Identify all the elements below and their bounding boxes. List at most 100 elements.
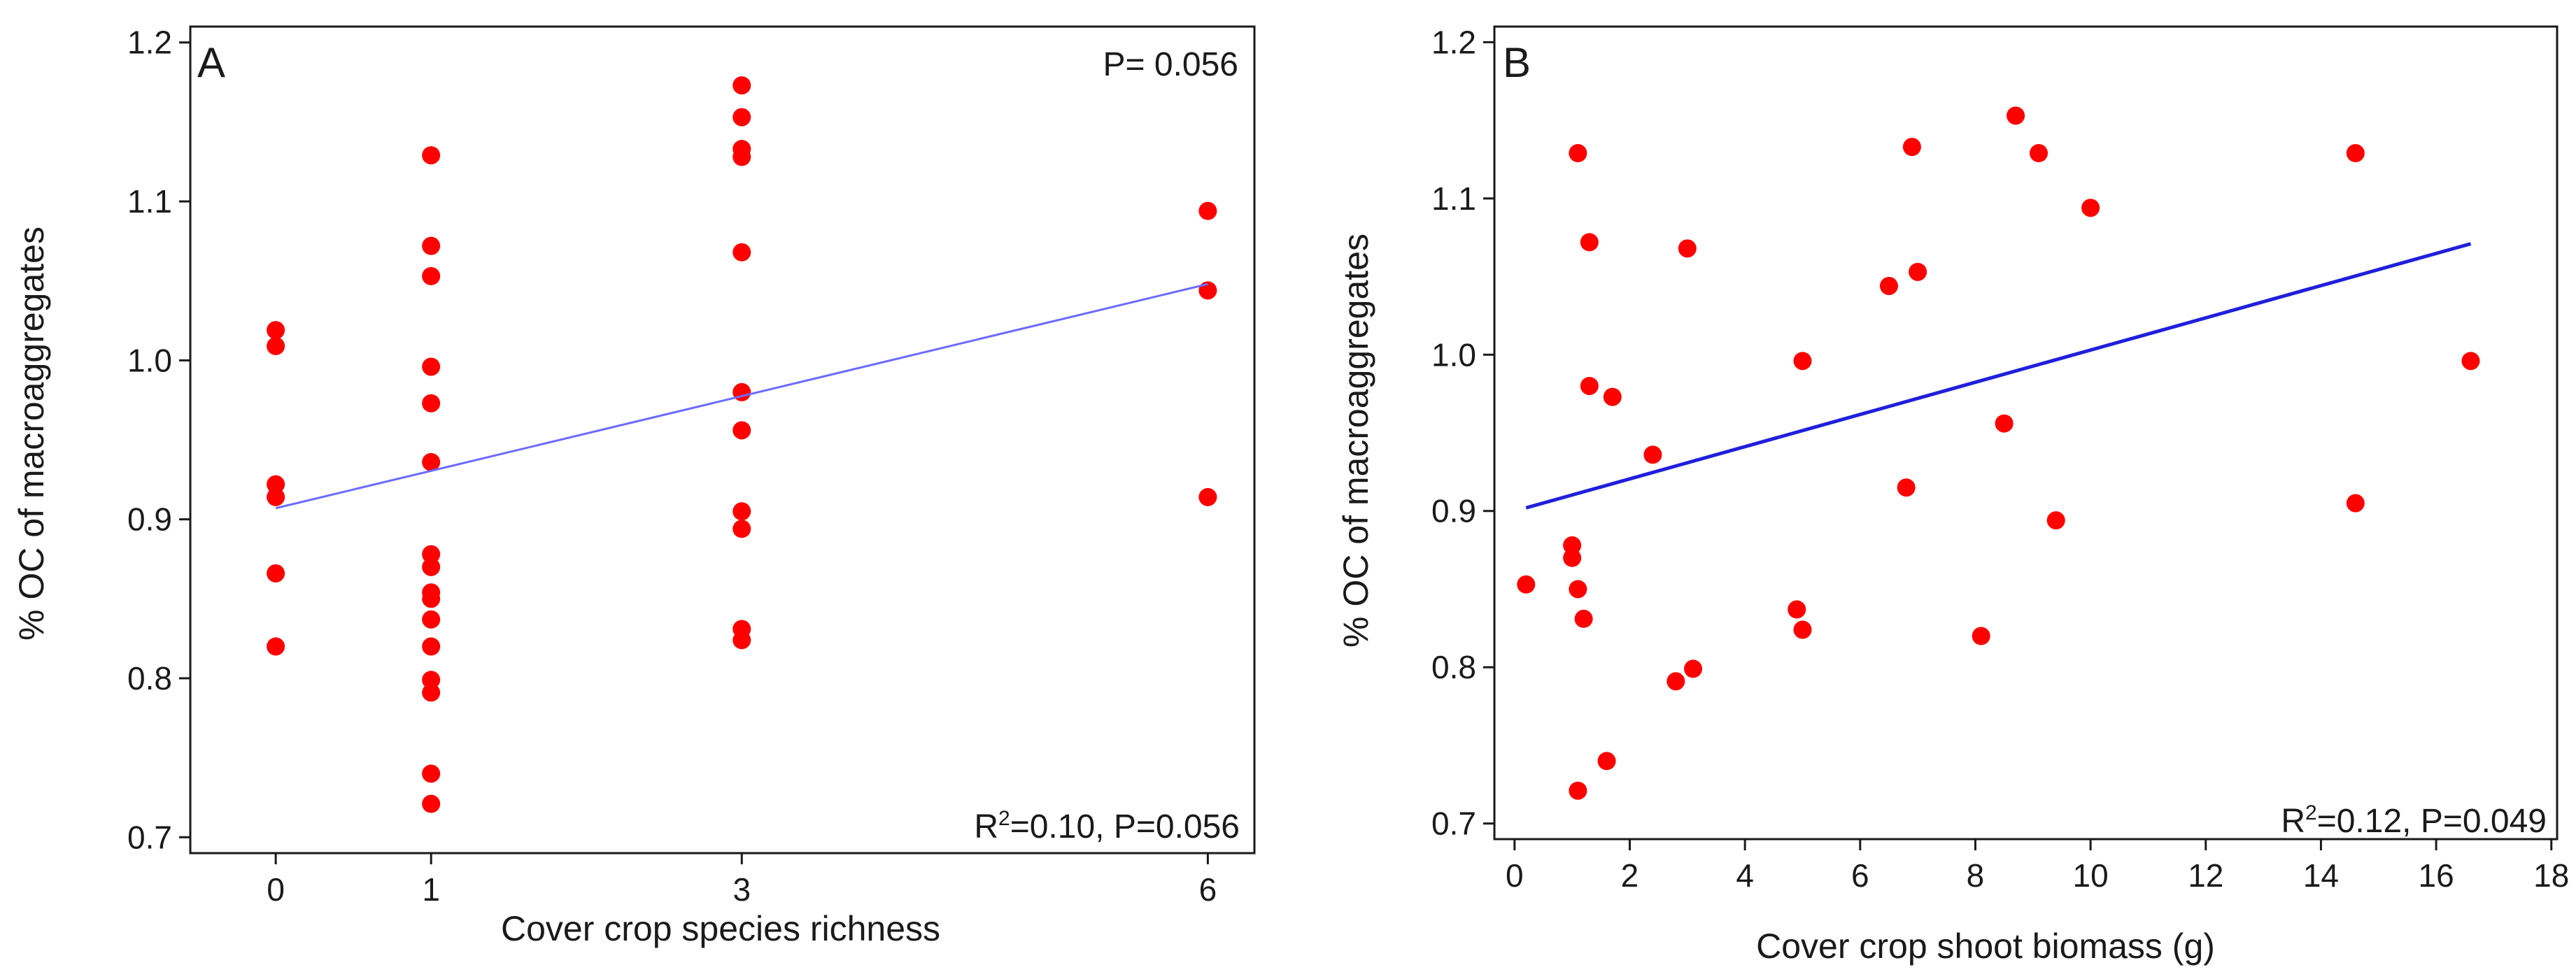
panel-b-x-tick-label: 6 xyxy=(1851,857,1869,894)
panel-b-data-point xyxy=(1879,276,1898,295)
panel-b-x-tick-label: 16 xyxy=(2419,857,2454,894)
panel-b-data-point xyxy=(1597,752,1616,771)
panel-a-data-point xyxy=(422,610,441,629)
panel-a-data-point xyxy=(1198,487,1217,506)
panel-a-data-point xyxy=(422,794,441,813)
panel-a-data-point xyxy=(422,545,441,564)
panel-b-x-tick-label: 8 xyxy=(1967,857,1985,894)
panel-b-data-point xyxy=(1684,659,1703,678)
panel-a-y-tick-label: 1.0 xyxy=(127,342,172,378)
panel-b: 0.7 0.8 0.9 1.0 1.1 1.2 0 2 4 6 8 10 12 14 16 18 B R2=… xyxy=(1336,24,2569,966)
panel-b-data-point xyxy=(1563,548,1582,567)
panel-a-label: A xyxy=(197,39,225,86)
panel-b-x-tick-label: 12 xyxy=(2188,857,2223,894)
panel-a-data-point xyxy=(422,357,441,376)
panel-a-y-tick-label: 1.2 xyxy=(127,24,172,61)
panel-b-x-axis-label: Cover crop shoot biomass (g) xyxy=(1756,927,2215,966)
panel-a-data-point xyxy=(422,557,441,576)
panel-b-data-point xyxy=(1569,580,1587,599)
panel-b-y-axis-label: % OC of macroaggregates xyxy=(1336,234,1375,648)
panel-a-data-point xyxy=(733,76,751,95)
panel-b-data-point xyxy=(1897,478,1916,497)
panel-b-data-point xyxy=(1678,239,1697,258)
panel-a-r-squared: R2=0.10, P=0.056 xyxy=(974,807,1240,845)
panel-b-r-squared: R2=0.12, P=0.049 xyxy=(2281,801,2547,840)
panel-b-y-tick-label: 0.9 xyxy=(1431,493,1476,529)
panel-b-data-point xyxy=(2030,144,2048,163)
panel-b-data-point xyxy=(1643,445,1662,464)
panel-a-y-tick-label: 1.1 xyxy=(127,183,172,220)
panel-a-data-point xyxy=(1198,201,1217,220)
panel-b-data-point xyxy=(1563,536,1582,555)
panel-a-y-tick-label: 0.9 xyxy=(127,501,172,538)
panel-b-data-point xyxy=(2346,494,2365,513)
panel-a-data-point xyxy=(733,520,751,538)
panel-a-data-point xyxy=(267,321,285,340)
panel-a-data-point xyxy=(733,243,751,262)
panel-b-x-tick-label: 10 xyxy=(2073,857,2109,894)
panel-b-data-point xyxy=(1517,575,1536,594)
panel-a-data-point xyxy=(733,502,751,521)
panel-b-data-point xyxy=(1902,138,1921,157)
panel-b-y-tick-label: 1.2 xyxy=(1431,24,1476,60)
panel-a-stat-label: =0.10, P=0.056 xyxy=(1010,808,1240,845)
panel-a-y-axis: 0.7 0.8 0.9 1.0 1.1 1.2 xyxy=(127,24,190,855)
panel-b-x-tick-label: 2 xyxy=(1621,857,1639,894)
panel-b-fit-line xyxy=(1525,242,2472,510)
panel-a-data-point xyxy=(422,236,441,255)
panel-a-data-point xyxy=(267,475,285,494)
panel-a: 0.7 0.8 0.9 1.0 1.1 1.2 0 1 3 6 A P= 0.056 R2=0.… xyxy=(12,24,1256,948)
panel-a-data-point xyxy=(422,146,441,165)
panel-b-y-axis: 0.7 0.8 0.9 1.0 1.1 1.2 xyxy=(1431,24,1494,842)
panel-b-data-point xyxy=(1603,387,1622,406)
panel-b-y-tick-label: 0.7 xyxy=(1431,806,1476,842)
panel-a-y-tick-label: 0.8 xyxy=(127,660,172,696)
panel-a-data-point xyxy=(733,108,751,127)
panel-b-x-tick-label: 18 xyxy=(2533,857,2569,894)
panel-a-y-tick-label: 0.7 xyxy=(127,819,172,855)
panel-a-data-point xyxy=(267,637,285,656)
panel-b-x-tick-label: 14 xyxy=(2303,857,2339,894)
panel-b-data-point xyxy=(2461,352,2480,371)
panel-a-plot-frame xyxy=(189,25,1256,855)
panel-b-data-point xyxy=(1569,144,1587,163)
panel-a-x-tick-label: 0 xyxy=(267,871,285,908)
panel-a-data-point xyxy=(422,671,441,689)
panel-a-x-tick-label: 1 xyxy=(422,871,440,908)
panel-b-points xyxy=(1517,106,2480,800)
panel-b-data-point xyxy=(1793,352,1812,371)
panel-a-x-axis-label: Cover crop species richness xyxy=(501,909,940,948)
panel-b-data-point xyxy=(1574,609,1593,628)
panel-a-data-point xyxy=(733,148,751,166)
panel-b-data-point xyxy=(1580,376,1599,395)
panel-b-data-point xyxy=(2346,144,2365,163)
panel-b-x-tick-label: 0 xyxy=(1506,857,1524,894)
panel-a-y-axis-label: % OC of macroaggregates xyxy=(12,227,51,641)
panel-a-data-point xyxy=(267,336,285,355)
panel-b-data-point xyxy=(1666,672,1685,691)
panel-b-data-point xyxy=(1793,620,1812,639)
panel-b-y-tick-label: 1.0 xyxy=(1431,336,1476,373)
panel-a-data-point xyxy=(1198,281,1217,300)
panel-b-plot-frame xyxy=(1493,25,2559,841)
panel-a-data-point xyxy=(422,589,441,608)
panel-b-data-point xyxy=(1788,600,1806,619)
panel-b-data-point xyxy=(2081,199,2100,217)
panel-b-y-tick-label: 0.8 xyxy=(1431,649,1476,685)
panel-a-data-point xyxy=(422,683,441,702)
panel-a-x-axis: 0 1 3 6 xyxy=(267,853,1217,908)
panel-a-data-point xyxy=(422,394,441,413)
panel-a-data-point xyxy=(422,637,441,656)
panel-b-stat-label: =0.12, P=0.049 xyxy=(2317,803,2547,840)
panel-a-points xyxy=(267,76,1217,813)
panel-a-x-tick-label: 6 xyxy=(1199,871,1217,908)
panel-a-data-point xyxy=(422,764,441,783)
panel-b-data-point xyxy=(1995,414,2014,433)
panel-b-data-point xyxy=(1569,781,1587,800)
panel-a-data-point xyxy=(267,564,285,583)
panel-b-data-point xyxy=(1972,627,1990,645)
panel-b-label: B xyxy=(1503,39,1531,86)
panel-a-p-value: P= 0.056 xyxy=(1103,46,1239,83)
panel-b-x-axis: 0 2 4 6 8 10 12 14 16 18 xyxy=(1506,839,2569,894)
panel-a-data-point xyxy=(733,421,751,440)
